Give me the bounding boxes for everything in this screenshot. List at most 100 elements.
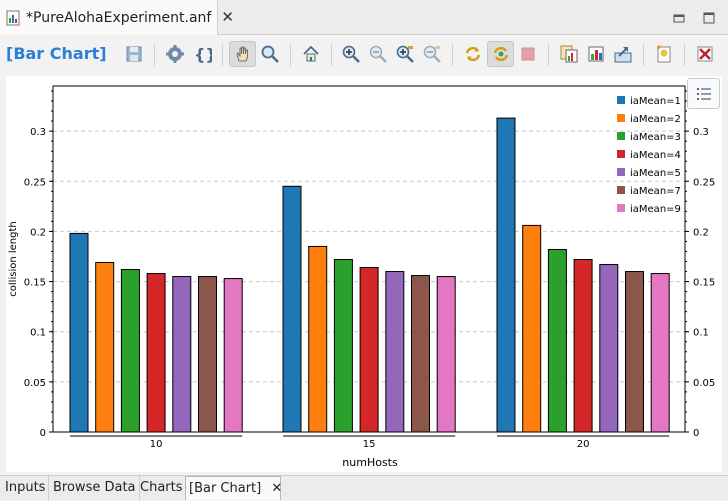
y-tick-label: 0.05 xyxy=(24,378,46,389)
toolbar-separator xyxy=(643,44,644,66)
maximize-icon[interactable] xyxy=(703,9,715,24)
x-category-label: 10 xyxy=(150,439,163,450)
editor-title: [Bar Chart] xyxy=(6,44,107,63)
y-tick-label: 0.15 xyxy=(24,278,46,289)
chart-canvas[interactable]: 0 0 0.05 0.05 0.1 0.1 0.15 0.15 0.2 0.2 0.25 0.25 0.… xyxy=(6,76,722,472)
chart-properties-button[interactable] xyxy=(687,78,720,109)
zoom-out-fit-icon[interactable] xyxy=(422,44,442,64)
y-tick-label-right: 0 xyxy=(693,428,699,439)
editor-tab-bar: *PureAlohaExperiment.anf ✕ xyxy=(0,0,728,35)
gear-icon[interactable] xyxy=(165,44,185,64)
hand-pan-icon[interactable] xyxy=(233,44,253,64)
new-chart-icon[interactable] xyxy=(654,44,674,64)
y-tick-label: 0.3 xyxy=(30,127,46,138)
home-icon[interactable] xyxy=(301,44,321,64)
save-icon[interactable] xyxy=(124,44,144,64)
y-tick-label-right: 0.05 xyxy=(693,378,715,389)
y-axis-label: collision length xyxy=(8,221,19,296)
tab-bar-chart-label: [Bar Chart] xyxy=(189,481,262,496)
bar-iaMean-2-15[interactable] xyxy=(308,245,328,433)
bar-iaMean-9-20[interactable] xyxy=(650,273,670,433)
braces-icon[interactable]: {} xyxy=(192,44,217,64)
bar-iaMean-2-10[interactable] xyxy=(95,262,115,433)
close-tab-icon[interactable]: ✕ xyxy=(221,8,234,26)
close-tab-icon[interactable]: ✕ xyxy=(271,481,283,496)
toolbar-separator xyxy=(452,44,453,66)
legend-label: iaMean=4 xyxy=(630,150,681,161)
analysis-page-tabs: Inputs Browse Data Charts [Bar Chart] ✕ xyxy=(0,475,728,500)
bar-iaMean-3-15[interactable] xyxy=(333,259,353,433)
toolbar-separator xyxy=(331,44,332,66)
zoom-out-icon[interactable] xyxy=(368,44,388,64)
bar-iaMean-3-20[interactable] xyxy=(547,248,567,433)
bar-iaMean-1-10[interactable] xyxy=(69,232,89,433)
bar-chart[interactable]: 0 0 0.05 0.05 0.1 0.1 0.15 0.15 0.2 0.2 0.25 0.25 0.… xyxy=(6,76,722,472)
svg-text:{}: {} xyxy=(194,45,212,64)
editor-tab[interactable]: *PureAlohaExperiment.anf ✕ xyxy=(0,0,234,35)
toolbar-separator xyxy=(548,44,549,66)
bar-iaMean-5-15[interactable] xyxy=(385,271,405,433)
bar-iaMean-4-10[interactable] xyxy=(146,273,166,433)
y-tick-label-right: 0.1 xyxy=(693,328,709,339)
editor-tab-title: *PureAlohaExperiment.anf xyxy=(26,9,212,26)
zoom-in-fit-icon[interactable] xyxy=(395,44,415,64)
bar-iaMean-7-15[interactable] xyxy=(411,275,430,433)
legend-label: iaMean=2 xyxy=(630,114,681,125)
y-tick-label-right: 0.2 xyxy=(693,227,709,238)
legend-label: iaMean=5 xyxy=(630,168,681,179)
x-category-label: 20 xyxy=(577,439,590,450)
toolbar-separator xyxy=(222,44,223,66)
list-icon xyxy=(696,86,712,106)
bar-iaMean-7-10[interactable] xyxy=(198,276,217,433)
legend-swatch xyxy=(617,132,625,140)
tab-charts[interactable]: Charts xyxy=(137,476,187,500)
bar-iaMean-2-20[interactable] xyxy=(522,224,542,433)
bar-iaMean-7-20[interactable] xyxy=(625,271,644,433)
refresh-icon[interactable] xyxy=(463,44,483,64)
y-tick-label-right: 0.3 xyxy=(693,127,709,138)
tab-inputs[interactable]: Inputs xyxy=(2,476,50,500)
chart-toolbar: [Bar Chart] {} xyxy=(0,36,728,72)
legend-swatch xyxy=(617,186,625,194)
y-tick-label-right: 0.25 xyxy=(693,177,715,188)
toolbar-separator xyxy=(684,44,685,66)
stop-icon[interactable] xyxy=(518,44,538,64)
analysis-file-icon xyxy=(6,10,20,26)
y-tick-label: 0.1 xyxy=(30,328,46,339)
x-category-label: 15 xyxy=(363,439,376,450)
auto-refresh-icon[interactable] xyxy=(491,44,511,64)
legend-swatch xyxy=(617,114,625,122)
y-tick-label: 0 xyxy=(40,428,46,439)
minimize-icon[interactable] xyxy=(673,9,685,23)
legend-swatch xyxy=(617,168,625,176)
bar-iaMean-1-20[interactable] xyxy=(496,117,516,433)
legend-label: iaMean=7 xyxy=(630,186,681,197)
zoom-icon[interactable] xyxy=(260,44,280,64)
bar-iaMean-1-15[interactable] xyxy=(282,185,302,433)
bar-iaMean-5-20[interactable] xyxy=(599,264,619,433)
copy-chart-icon[interactable] xyxy=(559,44,579,64)
y-tick-label: 0.25 xyxy=(24,177,46,188)
plot-frame xyxy=(52,85,686,433)
tab-browse-data[interactable]: Browse Data xyxy=(50,476,140,500)
bar-iaMean-4-20[interactable] xyxy=(573,259,593,433)
y-tick-label: 0.2 xyxy=(30,227,46,238)
legend-label: iaMean=9 xyxy=(630,204,681,215)
y-tick-label-right: 0.15 xyxy=(693,278,715,289)
bar-iaMean-9-10[interactable] xyxy=(223,278,243,433)
x-axis-label: numHosts xyxy=(342,456,398,469)
tab-bar-chart[interactable]: [Bar Chart] ✕ xyxy=(185,476,283,500)
bar-iaMean-4-15[interactable] xyxy=(359,267,379,433)
export-data-icon[interactable] xyxy=(613,44,633,64)
legend-swatch xyxy=(617,204,625,212)
export-chart-icon[interactable] xyxy=(586,44,606,64)
bar-iaMean-9-15[interactable] xyxy=(436,276,456,433)
legend-label: iaMean=1 xyxy=(630,96,681,107)
legend-label: iaMean=3 xyxy=(630,132,681,143)
bar-iaMean-5-10[interactable] xyxy=(172,276,192,433)
close-chart-icon[interactable] xyxy=(695,44,715,64)
legend-swatch xyxy=(617,150,625,158)
toolbar-separator xyxy=(290,44,291,66)
zoom-in-icon[interactable] xyxy=(341,44,361,64)
bar-iaMean-3-10[interactable] xyxy=(120,269,140,433)
